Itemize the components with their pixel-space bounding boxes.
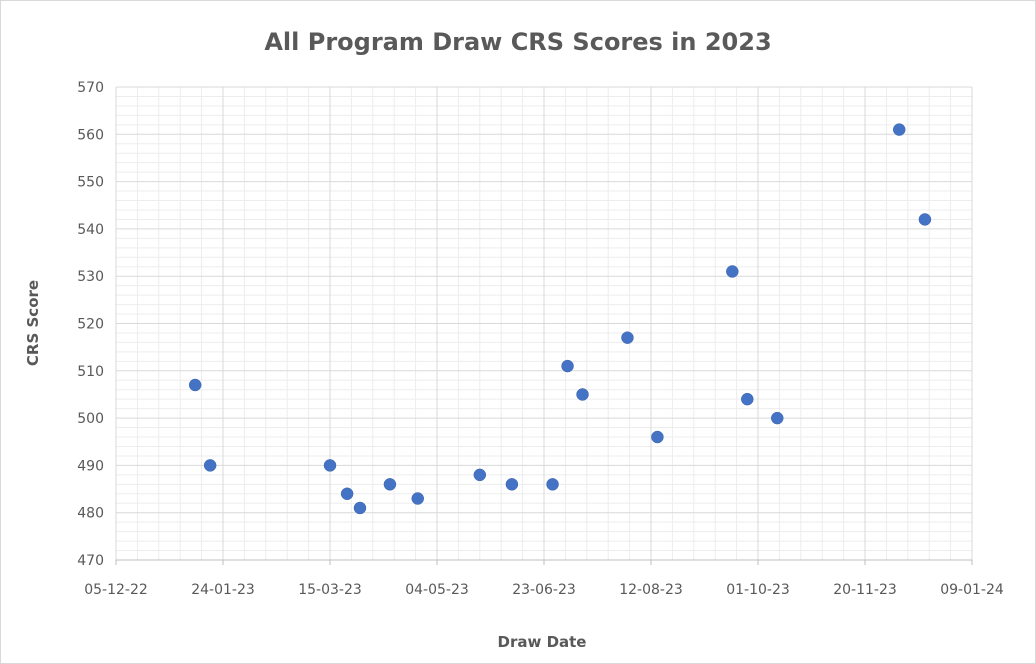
x-tick-label: 12-08-23: [619, 582, 683, 598]
y-tick-label: 500: [77, 411, 104, 427]
x-axis-title: Draw Date: [498, 633, 587, 651]
data-point: [726, 265, 739, 278]
y-tick-label: 530: [77, 269, 104, 285]
data-point: [473, 468, 487, 482]
data-point: [353, 501, 367, 515]
data-point: [621, 331, 634, 344]
data-point: [383, 478, 397, 491]
data-points: [188, 123, 932, 515]
y-axis-title: CRS Score: [24, 280, 42, 366]
data-point: [561, 359, 574, 373]
x-tick-label: 24-01-23: [191, 582, 255, 598]
data-point: [546, 478, 559, 491]
x-tick-label: 15-03-23: [298, 582, 362, 598]
data-point: [505, 478, 519, 491]
data-point: [892, 123, 906, 136]
data-point: [411, 492, 424, 505]
major-gridlines: [115, 86, 973, 560]
data-point: [340, 487, 354, 501]
y-tick-label: 570: [77, 80, 104, 96]
data-point: [323, 459, 337, 472]
data-point: [651, 430, 664, 444]
data-point: [188, 378, 202, 392]
x-tick-label: 09-01-24: [940, 582, 1004, 598]
x-tick-label: 23-06-23: [512, 582, 576, 598]
y-tick-label: 490: [77, 458, 104, 474]
y-tick-label: 550: [77, 175, 104, 191]
x-tick-label: 20-11-23: [833, 582, 897, 598]
y-axis-ticks: 470 480 490 500 510 520 530 540 550 560 570: [77, 80, 104, 569]
data-point: [203, 459, 217, 472]
chart-title: All Program Draw CRS Scores in 2023: [264, 28, 771, 56]
x-tick-label: 05-12-22: [84, 582, 148, 598]
y-tick-label: 560: [77, 127, 104, 143]
data-point: [741, 392, 754, 406]
y-tick-label: 540: [77, 222, 104, 238]
y-tick-label: 520: [77, 317, 104, 333]
data-point: [771, 411, 784, 425]
y-tick-label: 470: [77, 553, 104, 569]
x-axis-ticks: 05-12-22 24-01-23 15-03-23 04-05-23 23-06-23…: [84, 560, 1004, 598]
data-point: [576, 388, 589, 401]
x-tick-label: 01-10-23: [726, 582, 790, 598]
x-tick-label: 04-05-23: [405, 582, 469, 598]
y-tick-label: 510: [77, 364, 104, 380]
y-tick-label: 480: [77, 506, 104, 522]
data-point: [918, 213, 932, 226]
